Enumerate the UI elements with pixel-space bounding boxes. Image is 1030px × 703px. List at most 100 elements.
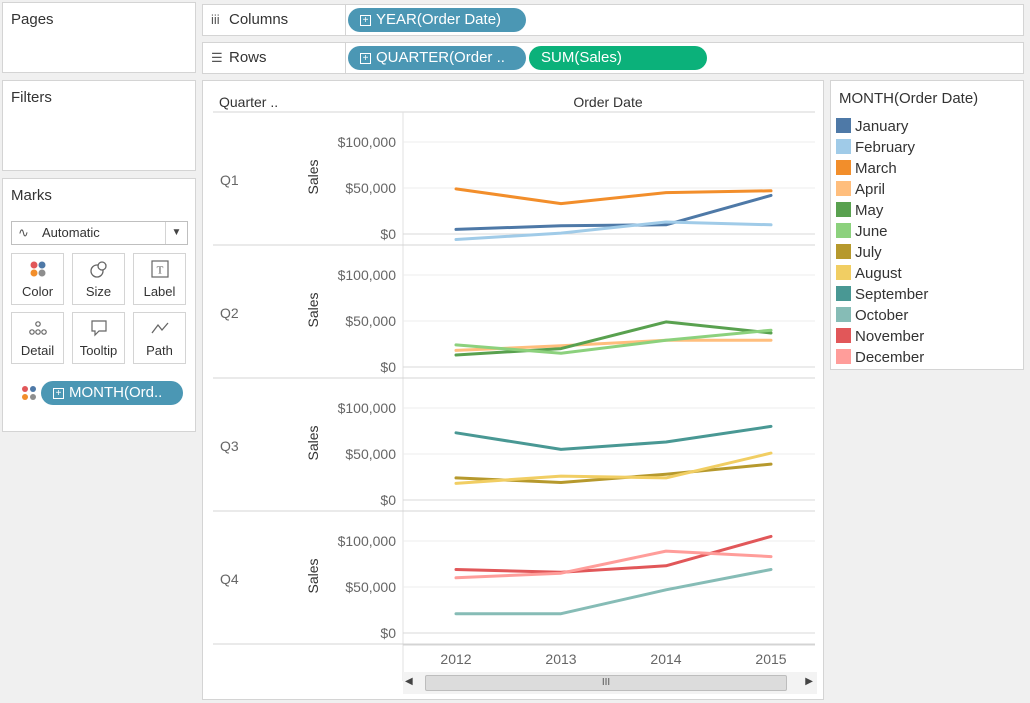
quarter-order-date-pill[interactable]: + QUARTER(Order .. (348, 46, 526, 70)
pane-q2: $0 $50,000 $100,000 Q2 Sales (213, 267, 815, 379)
legend-swatch (836, 160, 851, 175)
columns-icon: iii (211, 12, 220, 27)
y-axis-title: Sales (305, 425, 321, 460)
pane-q4: $0 $50,000 $100,000 Q4 Sales (213, 533, 815, 645)
sum-sales-pill[interactable]: SUM(Sales) (529, 46, 707, 70)
legend-item-january[interactable]: January (836, 118, 908, 136)
pane-q3: $0 $50,000 $100,000 Q3 Sales (213, 400, 815, 512)
label-button-label: Label (143, 284, 176, 299)
year-order-date-pill[interactable]: + YEAR(Order Date) (348, 8, 526, 32)
quarter-label[interactable]: Q1 (220, 172, 239, 188)
legend-item-may[interactable]: May (836, 202, 883, 220)
legend-swatch (836, 223, 851, 238)
column-header[interactable]: Order Date (573, 94, 642, 110)
y-tick-label: $0 (380, 226, 396, 242)
series-line-october[interactable] (454, 568, 773, 616)
detail-dots-icon (12, 319, 63, 343)
legend-label: December (855, 349, 925, 366)
legend-swatch (836, 265, 851, 280)
y-tick-label: $50,000 (345, 446, 396, 462)
legend-item-april[interactable]: April (836, 181, 885, 199)
chevron-down-icon[interactable]: ▼ (165, 222, 187, 244)
label-button[interactable]: T Label (133, 253, 186, 305)
row-header[interactable]: Quarter .. (219, 94, 278, 110)
series-line-february[interactable] (454, 220, 773, 241)
color-button[interactable]: Color (11, 253, 64, 305)
legend-item-september[interactable]: September (836, 286, 928, 304)
scroll-thumb[interactable]: III (425, 675, 787, 691)
color-encoding-icon (21, 385, 37, 406)
series-line-november[interactable] (454, 534, 773, 574)
line-chart[interactable]: Quarter .. Order Date $0 $50,000 $100,000 Q… (203, 81, 823, 699)
series-line-september[interactable] (454, 424, 773, 451)
columns-label: iii Columns (211, 11, 288, 28)
svg-text:T: T (156, 265, 163, 277)
scroll-right-arrow[interactable]: ▶ (805, 676, 813, 687)
sum-sales-label: SUM(Sales) (541, 49, 622, 66)
mark-type-dropdown[interactable]: ∿ Automatic ▼ (11, 221, 188, 245)
expand-icon: + (360, 53, 371, 64)
columns-shelf[interactable]: iii Columns + YEAR(Order Date) (202, 4, 1024, 36)
rows-shelf[interactable]: ☰ Rows + QUARTER(Order .. SUM(Sales) (202, 42, 1024, 74)
legend-item-december[interactable]: December (836, 349, 924, 367)
pane-group: $0 $50,000 $100,000 Q1 Sales $0 $50,000 $100,00… (213, 134, 815, 645)
color-dots-icon (12, 260, 63, 284)
rows-label: ☰ Rows (211, 49, 267, 66)
series-line-march[interactable] (454, 187, 773, 206)
series-line-may[interactable] (454, 320, 773, 357)
y-tick-label: $50,000 (345, 579, 396, 595)
color-button-label: Color (21, 284, 54, 299)
size-button[interactable]: Size (72, 253, 125, 305)
year-pill-label: YEAR(Order Date) (376, 11, 502, 28)
legend-item-october[interactable]: October (836, 307, 908, 325)
marks-card[interactable]: Marks ∿ Automatic ▼ Color Size T Label D… (2, 178, 196, 432)
y-tick-label: $50,000 (345, 180, 396, 196)
month-order-date-pill[interactable]: + MONTH(Ord.. (41, 381, 183, 405)
legend-label: October (855, 307, 909, 324)
legend-item-august[interactable]: August (836, 265, 902, 283)
legend-swatch (836, 181, 851, 196)
legend-swatch (836, 118, 851, 133)
columns-label-text: Columns (229, 11, 289, 28)
series-line-june[interactable] (454, 328, 773, 355)
detail-button-label: Detail (20, 343, 55, 358)
pages-card[interactable]: Pages (2, 2, 196, 73)
tooltip-button-label: Tooltip (79, 343, 118, 358)
series-line-december[interactable] (454, 549, 773, 580)
x-tick-label: 2015 (755, 651, 786, 667)
detail-button[interactable]: Detail (11, 312, 64, 364)
marks-title: Marks (11, 187, 52, 204)
path-icon (134, 319, 185, 343)
series-line-january[interactable] (454, 193, 773, 231)
y-tick-label: $100,000 (338, 134, 397, 150)
legend-swatch (836, 244, 851, 259)
tooltip-button[interactable]: Tooltip (72, 312, 125, 364)
legend-item-february[interactable]: February (836, 139, 915, 157)
scroll-left-arrow[interactable]: ◀ (405, 676, 413, 687)
legend-item-june[interactable]: June (836, 223, 888, 241)
line-mark-icon: ∿ (18, 225, 29, 240)
legend-item-march[interactable]: March (836, 160, 897, 178)
path-button-label: Path (146, 343, 173, 358)
scroll-grip: III (601, 677, 611, 688)
legend-label: June (855, 223, 888, 240)
legend-swatch (836, 202, 851, 217)
legend-swatch (836, 349, 851, 364)
legend-item-july[interactable]: July (836, 244, 882, 262)
quarter-pill-label: QUARTER(Order .. (376, 49, 505, 66)
path-button[interactable]: Path (133, 312, 186, 364)
legend-title: MONTH(Order Date) (839, 90, 979, 107)
legend-swatch (836, 328, 851, 343)
quarter-label[interactable]: Q4 (220, 571, 239, 587)
y-tick-label: $100,000 (338, 400, 397, 416)
quarter-label[interactable]: Q3 (220, 438, 239, 454)
horizontal-scrollbar[interactable]: ◀ III ▶ (403, 672, 817, 694)
size-icon (73, 260, 124, 284)
legend-item-november[interactable]: November (836, 328, 924, 346)
quarter-label[interactable]: Q2 (220, 305, 239, 321)
filters-card[interactable]: Filters (2, 80, 196, 171)
color-legend[interactable]: MONTH(Order Date) January February March Ap… (830, 80, 1024, 370)
series-line-august[interactable] (454, 451, 773, 485)
viz-view[interactable]: Quarter .. Order Date $0 $50,000 $100,000 Q… (202, 80, 824, 700)
mark-type-value: Automatic (42, 225, 100, 240)
